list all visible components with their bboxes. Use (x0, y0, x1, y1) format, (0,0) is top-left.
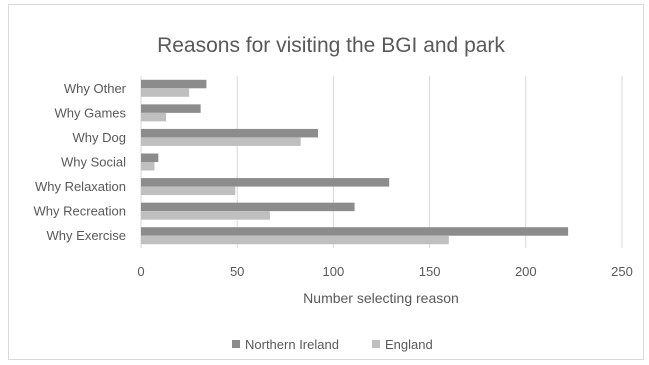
x-tick-label: 100 (323, 264, 345, 279)
bar-england (141, 88, 190, 97)
legend-label: Northern Ireland (245, 337, 339, 352)
legend-swatch (232, 340, 240, 348)
legend-label: England (385, 337, 433, 352)
bar-northern-ireland (141, 227, 569, 236)
category-labels: Why Exercise Why Recreation Why Relaxation… (34, 81, 127, 243)
category-label: Why Games (54, 105, 126, 120)
bar-northern-ireland (141, 128, 319, 138)
bar-england (141, 211, 270, 220)
bar-england (141, 186, 236, 196)
category-label: Why Other (64, 81, 127, 96)
x-tick-label: 50 (230, 264, 244, 279)
x-tick-label: 250 (611, 264, 633, 279)
bar-england (141, 235, 449, 245)
bar-northern-ireland (141, 79, 207, 89)
bar-northern-ireland (141, 153, 159, 162)
legend: Northern Ireland England (232, 337, 433, 352)
bar-northern-ireland (141, 202, 355, 212)
category-label: Why Dog (73, 130, 126, 145)
bar-northern-ireland (141, 104, 201, 113)
bar-england (141, 137, 301, 146)
x-tick-labels: 0 50 100 150 200 250 (137, 264, 632, 279)
bars (141, 79, 569, 245)
bar-england (141, 162, 155, 171)
category-label: Why Relaxation (35, 179, 126, 194)
gridlines (140, 76, 623, 248)
chart-title: Reasons for visiting the BGI and park (157, 34, 505, 57)
x-tick-label: 150 (419, 264, 441, 279)
category-label: Why Social (61, 155, 126, 170)
x-tick-label: 0 (137, 264, 144, 279)
x-axis-title: Number selecting reason (303, 290, 459, 306)
category-label: Why Exercise (47, 228, 126, 243)
legend-swatch (372, 340, 380, 348)
category-label: Why Recreation (34, 204, 126, 219)
x-tick-label: 200 (515, 264, 537, 279)
bar-england (141, 112, 167, 122)
bar-northern-ireland (141, 178, 390, 187)
